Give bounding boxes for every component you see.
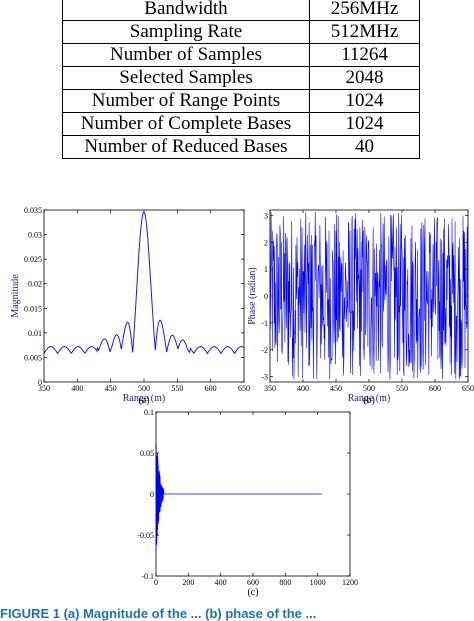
y-tick-label: 1 <box>264 265 268 274</box>
phase-series-line <box>269 212 469 380</box>
figure-caption: FIGURE 1 (a) Magnitude of the ... (b) ph… <box>0 606 317 621</box>
x-axis-label: Range (m) <box>348 393 391 404</box>
y-tick-label: 3 <box>264 211 268 220</box>
y-tick-label: -2 <box>261 346 268 355</box>
bases-series-line <box>155 443 322 552</box>
x-tick-label: 600 <box>205 384 217 393</box>
y-tick-label: 0.015 <box>24 304 42 313</box>
table-row: Number of Samples 11264 <box>62 43 420 67</box>
y-tick-label: 2 <box>264 238 268 247</box>
x-tick-label: 350 <box>38 384 50 393</box>
chart-magnitude: 350 400 450 500 550 600 650 0 0.005 0.01 0.015 0.02… <box>10 206 250 406</box>
chart-phase: 350 400 450 500 550 600 650 -3 -2 -1 0 1 2 3 Range (m)… <box>247 209 474 406</box>
table-row: Number of Reduced Bases 40 <box>62 135 420 159</box>
x-tick-label: 650 <box>462 384 474 393</box>
y-tick-label: 0.01 <box>28 329 42 338</box>
parameter-table: Bandwidth 256MHz Sampling Rate 512MHz Number… <box>62 0 420 159</box>
x-tick-label: 0 <box>154 578 158 587</box>
x-tick-label: 550 <box>396 384 408 393</box>
plot-frame <box>43 209 245 383</box>
x-tick-label: 600 <box>429 384 441 393</box>
x-tick-label: 800 <box>279 578 291 587</box>
param-value-cell: 1024 <box>309 112 420 136</box>
y-tick-label: -0.05 <box>137 531 154 540</box>
y-tick-label: 0.1 <box>144 408 154 417</box>
y-tick-label: -3 <box>261 373 268 382</box>
x-tick-label: 500 <box>138 384 150 393</box>
y-tick-label: 0 <box>150 490 154 499</box>
y-tick-label: 0.02 <box>28 280 42 289</box>
y-tick-label: -1 <box>261 319 268 328</box>
y-axis-label: Phase (radian) <box>247 267 258 324</box>
param-value-cell: 256MHz <box>309 0 420 21</box>
table-row: Bandwidth 256MHz <box>62 0 420 21</box>
x-tick-label: 400 <box>215 578 227 587</box>
y-tick-label: 0.035 <box>24 206 42 215</box>
table-row: Number of Complete Bases 1024 <box>62 112 420 136</box>
table-row: Number of Range Points 1024 <box>62 89 420 113</box>
x-tick-label: 600 <box>247 578 259 587</box>
y-tick-label: 0.025 <box>24 255 42 264</box>
x-tick-label: 1200 <box>342 578 358 587</box>
x-tick-label: 400 <box>297 384 309 393</box>
x-axis-label: Range (m) <box>123 393 166 404</box>
y-axis-label: Magnitude <box>10 274 21 318</box>
y-tick-label: 0.005 <box>24 353 42 362</box>
figure-canvas: 350 400 450 500 550 600 650 0 0.005 0.01 0.015 0.02… <box>10 206 474 598</box>
x-tick-label: 550 <box>171 384 183 393</box>
y-tick-label: -0.1 <box>141 572 154 581</box>
x-tick-label: 350 <box>264 384 276 393</box>
x-tick-label: 500 <box>363 384 375 393</box>
x-tick-label: 450 <box>105 384 117 393</box>
param-value-cell: 11264 <box>309 43 420 67</box>
x-tick-label: 400 <box>71 384 83 393</box>
y-tick-label: 0.05 <box>140 449 154 458</box>
x-tick-label: 650 <box>238 384 250 393</box>
param-value-cell: 512MHz <box>309 20 420 44</box>
param-name-cell: Number of Range Points <box>62 89 310 113</box>
y-tick-label: 0 <box>264 292 268 301</box>
y-tick-label: 0.03 <box>28 231 42 240</box>
param-name-cell: Number of Reduced Bases <box>62 135 310 159</box>
subfigure-label: (b) <box>363 395 375 406</box>
table-row: Sampling Rate 512MHz <box>62 20 420 44</box>
param-value-cell: 1024 <box>309 89 420 113</box>
subfigure-label: (a) <box>138 395 149 406</box>
y-tick-label: 0 <box>38 378 42 387</box>
subfigure-label: (c) <box>247 587 258 598</box>
chart-bases: 0 200 400 600 800 1000 1200 -0.1 -0.05 0 0.05 0.1 (c… <box>137 408 358 598</box>
param-value-cell: 40 <box>309 135 420 159</box>
x-tick-label: 200 <box>182 578 194 587</box>
magnitude-series-line <box>43 211 245 355</box>
x-tick-label: 1000 <box>310 578 326 587</box>
x-tick-label: 450 <box>330 384 342 393</box>
param-name-cell: Sampling Rate <box>62 20 310 44</box>
